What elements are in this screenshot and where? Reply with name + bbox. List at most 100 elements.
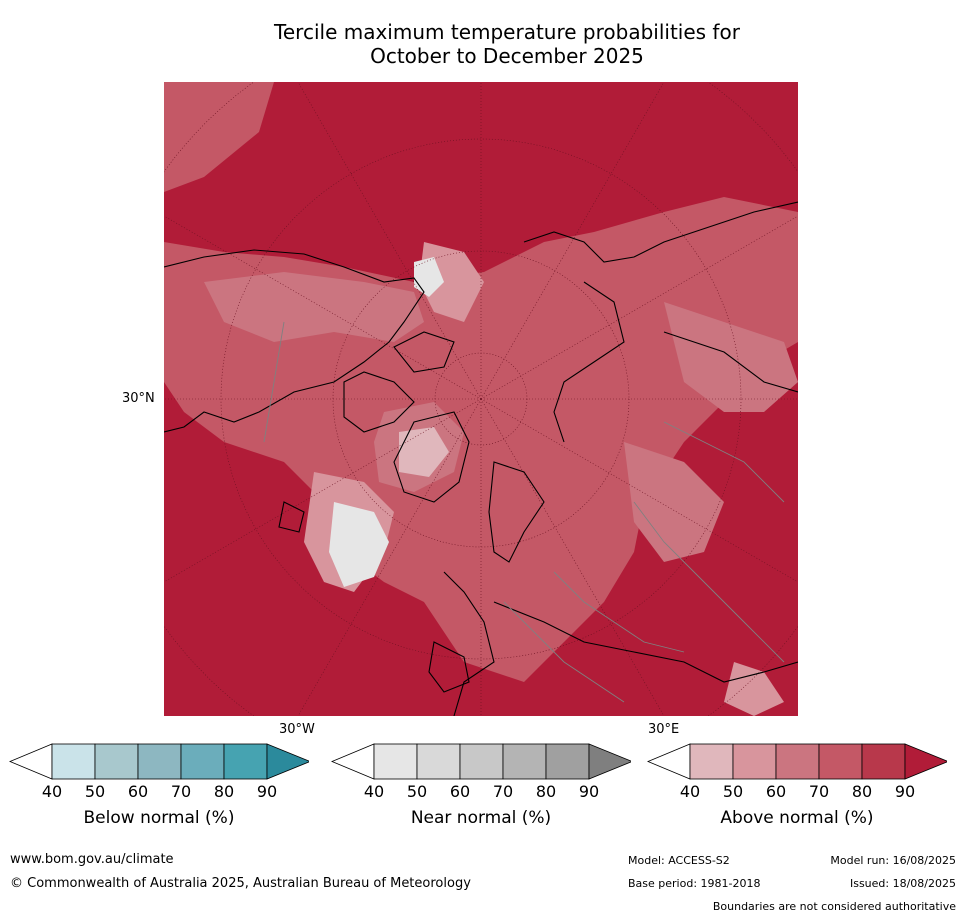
coastline-greenland [393, 411, 470, 503]
shade-region [414, 257, 444, 297]
colorbar-tick-label: 50 [406, 782, 428, 801]
footer-base-period: Base period: 1981-2018 [628, 877, 761, 890]
coastline-north-america [164, 249, 425, 433]
latitude-circle [220, 138, 742, 660]
colorbar-tick-label: 60 [449, 782, 471, 801]
colorbar-extension-low [331, 743, 375, 780]
colorbar-segment [775, 743, 820, 780]
meridian [164, 398, 482, 583]
latitude-label-30n: 30°N [122, 391, 155, 406]
coastline-iceland [278, 501, 305, 533]
colorbar-tick-label: 90 [578, 782, 600, 801]
coastline-island [393, 331, 455, 373]
meridian [480, 215, 798, 400]
colorbar-segment [416, 743, 461, 780]
meridian [297, 82, 482, 400]
title-line-1: Tercile maximum temperature probabilitie… [274, 20, 740, 44]
probability-map [164, 82, 798, 716]
colorbar-below: 40 50 60 70 80 90 Below normal (%) [9, 742, 309, 862]
shade-region [624, 442, 724, 562]
border-line [503, 601, 625, 703]
colorbar-segment [861, 743, 906, 780]
coastline-mediterranean [493, 601, 798, 683]
colorbar-tick-label: 40 [679, 782, 701, 801]
colorbar-above: 40 50 60 70 80 90 Above normal (%) [647, 742, 947, 862]
colorbar-segment [689, 743, 734, 780]
title-line-2: October to December 2025 [370, 44, 644, 68]
footer-model: Model: ACCESS-S2 [628, 854, 730, 867]
colorbar-tick-label: 70 [492, 782, 514, 801]
colorbar-segment [223, 743, 268, 780]
colorbar-extension-high [904, 743, 947, 780]
colorbar-segment [502, 743, 547, 780]
colorbar-segment [51, 743, 96, 780]
colorbar-below-ticks: 40 50 60 70 80 90 [9, 782, 309, 802]
map-svg [164, 82, 798, 716]
colorbar-tick-label: 40 [41, 782, 63, 801]
footer-disclaimer: Boundaries are not considered authoritat… [712, 900, 956, 913]
colorbar-tick-label: 80 [213, 782, 235, 801]
colorbar-above-title: Above normal (%) [720, 808, 874, 828]
colorbar-tick-label: 70 [808, 782, 830, 801]
colorbar-near: 40 50 60 70 80 90 Near normal (%) [331, 742, 631, 862]
probability-shading [164, 82, 798, 716]
colorbar-segment [818, 743, 863, 780]
colorbar-tick-label: 60 [127, 782, 149, 801]
colorbar-segment [545, 743, 590, 780]
colorbar-tick-label: 60 [765, 782, 787, 801]
map-title: Tercile maximum temperature probabilitie… [160, 20, 854, 68]
colorbar-below-title: Below normal (%) [83, 808, 235, 828]
graticule [164, 82, 798, 716]
colorbar-above-ticks: 40 50 60 70 80 90 [647, 782, 947, 802]
border-line [633, 501, 785, 663]
footer-copyright: © Commonwealth of Australia 2025, Austra… [10, 876, 471, 891]
coastline-scandinavia [488, 461, 545, 563]
meridian [297, 398, 482, 716]
shade-region [164, 82, 274, 192]
coastline-asia [663, 331, 798, 393]
shade-region [204, 272, 424, 342]
colorbar-tick-label: 80 [535, 782, 557, 801]
meridian [480, 398, 665, 716]
meridian [480, 82, 665, 400]
meridian [480, 398, 798, 583]
colorbar-extension-high [266, 743, 309, 780]
colorbar-extension-low [647, 743, 691, 780]
border-line [663, 421, 785, 503]
shade-region [724, 662, 784, 716]
colorbar-near-svg [331, 743, 631, 780]
coastlines [164, 201, 798, 716]
colorbar-extension-high [588, 743, 631, 780]
longitude-label-30w: 30°W [279, 722, 315, 737]
shade-region [329, 502, 389, 587]
colorbar-segment [732, 743, 777, 780]
footer-website: www.bom.gov.au/climate [10, 852, 174, 867]
coastline-uk [428, 641, 470, 693]
colorbar-segment [373, 743, 418, 780]
footer-model-run: Model run: 16/08/2025 [830, 854, 956, 867]
colorbar-tick-label: 90 [256, 782, 278, 801]
colorbar-below-svg [9, 743, 309, 780]
coastline-siberia [523, 201, 798, 263]
colorbar-tick-label: 90 [894, 782, 916, 801]
border-line [263, 321, 285, 443]
colorbar-tick-label: 40 [363, 782, 385, 801]
coastline-eurasia-north [553, 281, 625, 443]
colorbar-segment [94, 743, 139, 780]
colorbar-tick-label: 70 [170, 782, 192, 801]
colorbar-near-title: Near normal (%) [410, 808, 552, 828]
shade-region [399, 427, 449, 477]
longitude-label-30e: 30°E [648, 722, 680, 737]
colorbar-segment [459, 743, 504, 780]
colorbar-extension-low [9, 743, 53, 780]
colorbar-tick-label: 80 [851, 782, 873, 801]
colorbar-above-svg [647, 743, 947, 780]
meridian [164, 215, 482, 400]
colorbar-tick-label: 50 [722, 782, 744, 801]
coastline-west-europe [443, 571, 495, 716]
colorbar-segment [137, 743, 182, 780]
colorbar-segment [180, 743, 225, 780]
colorbar-near-ticks: 40 50 60 70 80 90 [331, 782, 631, 802]
border-line [553, 571, 685, 653]
colorbar-tick-label: 50 [84, 782, 106, 801]
